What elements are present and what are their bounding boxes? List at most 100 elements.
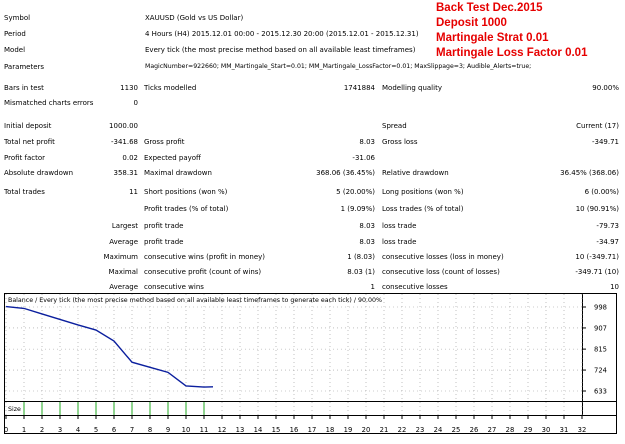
x-tick-label: 17	[308, 426, 317, 434]
balance-chart: Balance / Every tick (the most precise m…	[4, 293, 617, 434]
average-label: Average	[109, 238, 138, 246]
x-tick-label: 12	[218, 426, 227, 434]
parameters-value: MagicNumber=922660; MM_Martingale_Start=…	[145, 63, 532, 70]
x-tick-label: 13	[236, 426, 245, 434]
spread-value: Current (17)	[576, 122, 619, 130]
x-tick-label: 23	[416, 426, 425, 434]
max-drawdown-value: 368.06 (36.45%)	[316, 169, 375, 177]
profit-trades-label: Profit trades (% of total)	[144, 205, 229, 213]
short-positions-value: 5 (20.00%)	[336, 188, 375, 196]
x-tick-label: 24	[434, 426, 443, 434]
gross-profit-label: Gross profit	[144, 138, 185, 146]
max-cons-losses-label: consecutive losses (loss in money)	[382, 253, 504, 261]
expected-payoff-value: -31.06	[352, 154, 375, 162]
largest-loss-label: loss trade	[382, 222, 417, 230]
maximal-profit-label: consecutive profit (count of wins)	[144, 268, 262, 276]
y-tick-label: 907	[594, 324, 607, 332]
loss-trades-value: 10 (90.91%)	[575, 205, 619, 213]
period-value: 4 Hours (H4) 2015.12.01 00:00 - 2015.12.…	[145, 30, 419, 38]
profit-factor-label: Profit factor	[4, 154, 45, 162]
x-tick-label: 19	[344, 426, 353, 434]
balance-chart-svg: Balance / Every tick (the most precise m…	[4, 293, 617, 434]
mismatch-label: Mismatched charts errors	[4, 99, 94, 107]
x-tick-label: 10	[182, 426, 191, 434]
overlay-line-4: Martingale Loss Factor 0.01	[436, 47, 588, 59]
x-tick-label: 2	[40, 426, 44, 434]
x-tick-label: 21	[380, 426, 389, 434]
spread-label: Spread	[382, 122, 407, 130]
maximal-label: Maximal	[108, 268, 138, 276]
average-profit-label: profit trade	[144, 238, 184, 246]
x-tick-label: 3	[58, 426, 62, 434]
size-label: Size	[8, 406, 21, 413]
largest-label: Largest	[111, 222, 138, 230]
x-tick-label: 29	[524, 426, 533, 434]
abs-drawdown-label: Absolute drawdown	[4, 169, 74, 177]
x-tick-label: 27	[488, 426, 497, 434]
maximal-loss-value: -349.71 (10)	[575, 268, 619, 276]
x-tick-label: 14	[254, 426, 263, 434]
gross-loss-label: Gross loss	[382, 138, 418, 146]
model-label: Model	[4, 46, 26, 54]
symbol-value: XAUUSD (Gold vs US Dollar)	[145, 14, 244, 22]
ticks-label: Ticks modelled	[144, 84, 197, 92]
loss-trades-label: Loss trades (% of total)	[382, 205, 464, 213]
overlay-line-2: Deposit 1000	[436, 17, 507, 29]
symbol-label: Symbol	[4, 14, 31, 22]
maximal-loss-label: consecutive loss (count of losses)	[382, 268, 500, 276]
total-trades-value: 11	[129, 188, 138, 196]
x-tick-label: 22	[398, 426, 407, 434]
bars-value: 1130	[120, 84, 138, 92]
average-profit-value: 8.03	[359, 238, 375, 246]
gross-loss-value: -349.71	[591, 138, 619, 146]
chart-frame	[4, 293, 617, 434]
max-cons-losses-value: 10 (-349.71)	[575, 253, 619, 261]
bars-label: Bars in test	[4, 84, 44, 92]
total-trades-label: Total trades	[4, 188, 45, 196]
x-tick-label: 31	[560, 426, 569, 434]
x-tick-label: 0	[4, 426, 8, 434]
largest-profit-label: profit trade	[144, 222, 184, 230]
maximal-profit-value: 8.03 (1)	[347, 268, 375, 276]
rel-drawdown-label: Relative drawdown	[382, 169, 449, 177]
avg-cons-wins-label: consecutive wins	[144, 283, 204, 291]
x-tick-label: 5	[94, 426, 98, 434]
y-tick-label: 998	[594, 304, 607, 312]
max-cons-wins-label: consecutive wins (profit in money)	[144, 253, 266, 261]
avg-cons-losses-value: 10	[610, 283, 619, 291]
abs-drawdown-value: 358.31	[113, 169, 139, 177]
profit-trades-value: 1 (9.09%)	[340, 205, 375, 213]
x-tick-label: 20	[362, 426, 371, 434]
max-drawdown-label: Maximal drawdown	[144, 169, 212, 177]
long-positions-value: 6 (0.00%)	[584, 188, 619, 196]
x-tick-label: 32	[578, 426, 587, 434]
expected-payoff-label: Expected payoff	[144, 154, 201, 162]
y-tick-label: 724	[594, 367, 607, 375]
avg-cons-losses-label: consecutive losses	[382, 283, 448, 291]
x-tick-label: 6	[112, 426, 116, 434]
initial-deposit-label: Initial deposit	[4, 122, 52, 130]
total-net-label: Total net profit	[4, 138, 55, 146]
x-tick-label: 26	[470, 426, 479, 434]
model-value: Every tick (the most precise method base…	[145, 46, 416, 54]
x-tick-label: 18	[326, 426, 335, 434]
max-cons-wins-value: 1 (8.03)	[347, 253, 375, 261]
overlay-line-1: Back Test Dec.2015	[436, 2, 543, 14]
y-tick-label: 633	[594, 388, 607, 396]
parameters-label: Parameters	[4, 63, 45, 71]
average-loss-value: -34.97	[596, 238, 619, 246]
balance-series-line	[5, 305, 214, 388]
period-label: Period	[4, 30, 26, 38]
x-tick-label: 8	[148, 426, 152, 434]
x-tick-label: 11	[200, 426, 209, 434]
rel-drawdown-value: 36.45% (368.06)	[560, 169, 619, 177]
x-tick-label: 16	[290, 426, 299, 434]
mismatch-value: 0	[133, 99, 138, 107]
chart-title: Balance / Every tick (the most precise m…	[8, 297, 382, 304]
largest-loss-value: -79.73	[596, 222, 619, 230]
quality-value: 90.00%	[592, 84, 619, 92]
x-tick-label: 4	[76, 426, 80, 434]
maximum-label: Maximum	[103, 253, 139, 261]
quality-label: Modelling quality	[382, 84, 442, 92]
x-tick-label: 1	[22, 426, 26, 434]
